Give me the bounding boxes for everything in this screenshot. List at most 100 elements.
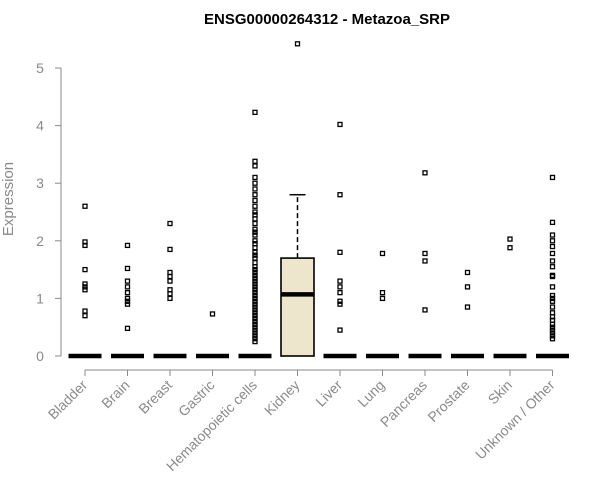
x-tick-label: Skin [485, 377, 516, 408]
outlier-point [549, 219, 556, 226]
chart-title: ENSG00000264312 - Metazoa_SRP [204, 11, 450, 28]
outlier-point [252, 252, 258, 258]
box-group [408, 170, 442, 359]
outlier-point [549, 304, 556, 310]
box-group [451, 269, 484, 359]
outlier-point [549, 298, 556, 304]
outlier-point [252, 272, 258, 279]
outlier-point [252, 197, 258, 204]
box-group [536, 174, 569, 359]
outlier-point [124, 325, 131, 332]
outlier-point [507, 236, 513, 242]
x-tick-label: Liver [312, 377, 345, 410]
outlier-point [252, 298, 258, 304]
outlier-point [82, 313, 88, 319]
y-tick-label: 5 [36, 60, 44, 76]
box [280, 257, 315, 357]
box-group [323, 121, 357, 359]
outlier-point [337, 192, 343, 198]
outlier-point [252, 287, 258, 293]
box-group [280, 41, 315, 357]
outlier-point [549, 250, 556, 257]
outlier-point [252, 315, 258, 322]
outlier-point [252, 249, 258, 255]
box-group [68, 203, 102, 359]
outlier-point [337, 301, 343, 307]
outlier-point [464, 269, 471, 276]
outlier-point [252, 321, 258, 327]
outlier-point [549, 336, 556, 342]
outlier-point [549, 295, 556, 302]
y-tick-label: 3 [36, 175, 44, 191]
outlier-point [549, 330, 556, 336]
outlier-point [124, 289, 131, 296]
x-tick-label: Brain [98, 377, 132, 411]
box-group [196, 311, 229, 359]
outlier-point [337, 289, 343, 296]
outlier-point [252, 238, 258, 244]
outlier-point [167, 273, 173, 280]
outlier-point [337, 249, 343, 255]
outlier-point [82, 281, 88, 287]
outlier-point [82, 308, 88, 314]
outlier-point [252, 186, 258, 192]
outlier-point [422, 307, 428, 313]
outlier-point [337, 284, 343, 290]
outlier-point [252, 255, 258, 261]
box-group [493, 236, 527, 359]
outlier-point [379, 250, 386, 257]
outlier-point [252, 266, 258, 273]
outlier-point [252, 180, 258, 186]
box-group [153, 220, 187, 359]
outlier-point [549, 333, 556, 339]
outlier-point [167, 246, 173, 253]
box-group [111, 242, 144, 359]
outlier-point [464, 284, 471, 290]
outlier-point [82, 287, 88, 293]
outlier-point [252, 338, 258, 345]
outlier-point [252, 109, 258, 116]
outlier-point [252, 278, 258, 284]
outlier-point [549, 258, 556, 264]
outlier-point [379, 295, 386, 302]
outlier-point [252, 158, 258, 164]
outlier-point [82, 242, 88, 249]
x-tick-label: Breast [135, 377, 175, 417]
outlier-point [209, 311, 216, 317]
outlier-point [549, 232, 556, 238]
outlier-point [337, 298, 343, 304]
y-axis: 0 1 2 3 4 5 [36, 60, 62, 364]
outlier-point [124, 295, 131, 302]
outlier-point [252, 275, 258, 281]
outlier-point [124, 265, 131, 272]
outlier-point [549, 264, 556, 270]
outlier-point [124, 298, 131, 304]
outlier-point [252, 226, 258, 232]
outlier-point [252, 327, 258, 333]
outlier-point [422, 170, 428, 176]
outlier-point [549, 324, 556, 330]
outlier-point [464, 304, 471, 310]
box-group [366, 250, 399, 359]
outlier-point [252, 174, 258, 181]
outlier-point [507, 245, 513, 251]
y-tick-label: 2 [36, 233, 44, 249]
outlier-point [337, 327, 343, 333]
outlier-point [82, 266, 88, 273]
outlier-point [549, 243, 556, 250]
outlier-point [252, 203, 258, 209]
outlier-point [337, 121, 343, 128]
outlier-point [549, 238, 556, 244]
x-tick-label: Pancreas [377, 377, 430, 430]
outlier-point [252, 292, 258, 299]
outlier-point [167, 278, 173, 284]
plot-area [68, 41, 569, 359]
outlier-point [124, 301, 131, 307]
outlier-point [422, 258, 428, 264]
outlier-point [422, 250, 428, 257]
outlier-point [252, 289, 258, 296]
outlier-point [124, 284, 131, 290]
outlier-point [252, 163, 258, 169]
